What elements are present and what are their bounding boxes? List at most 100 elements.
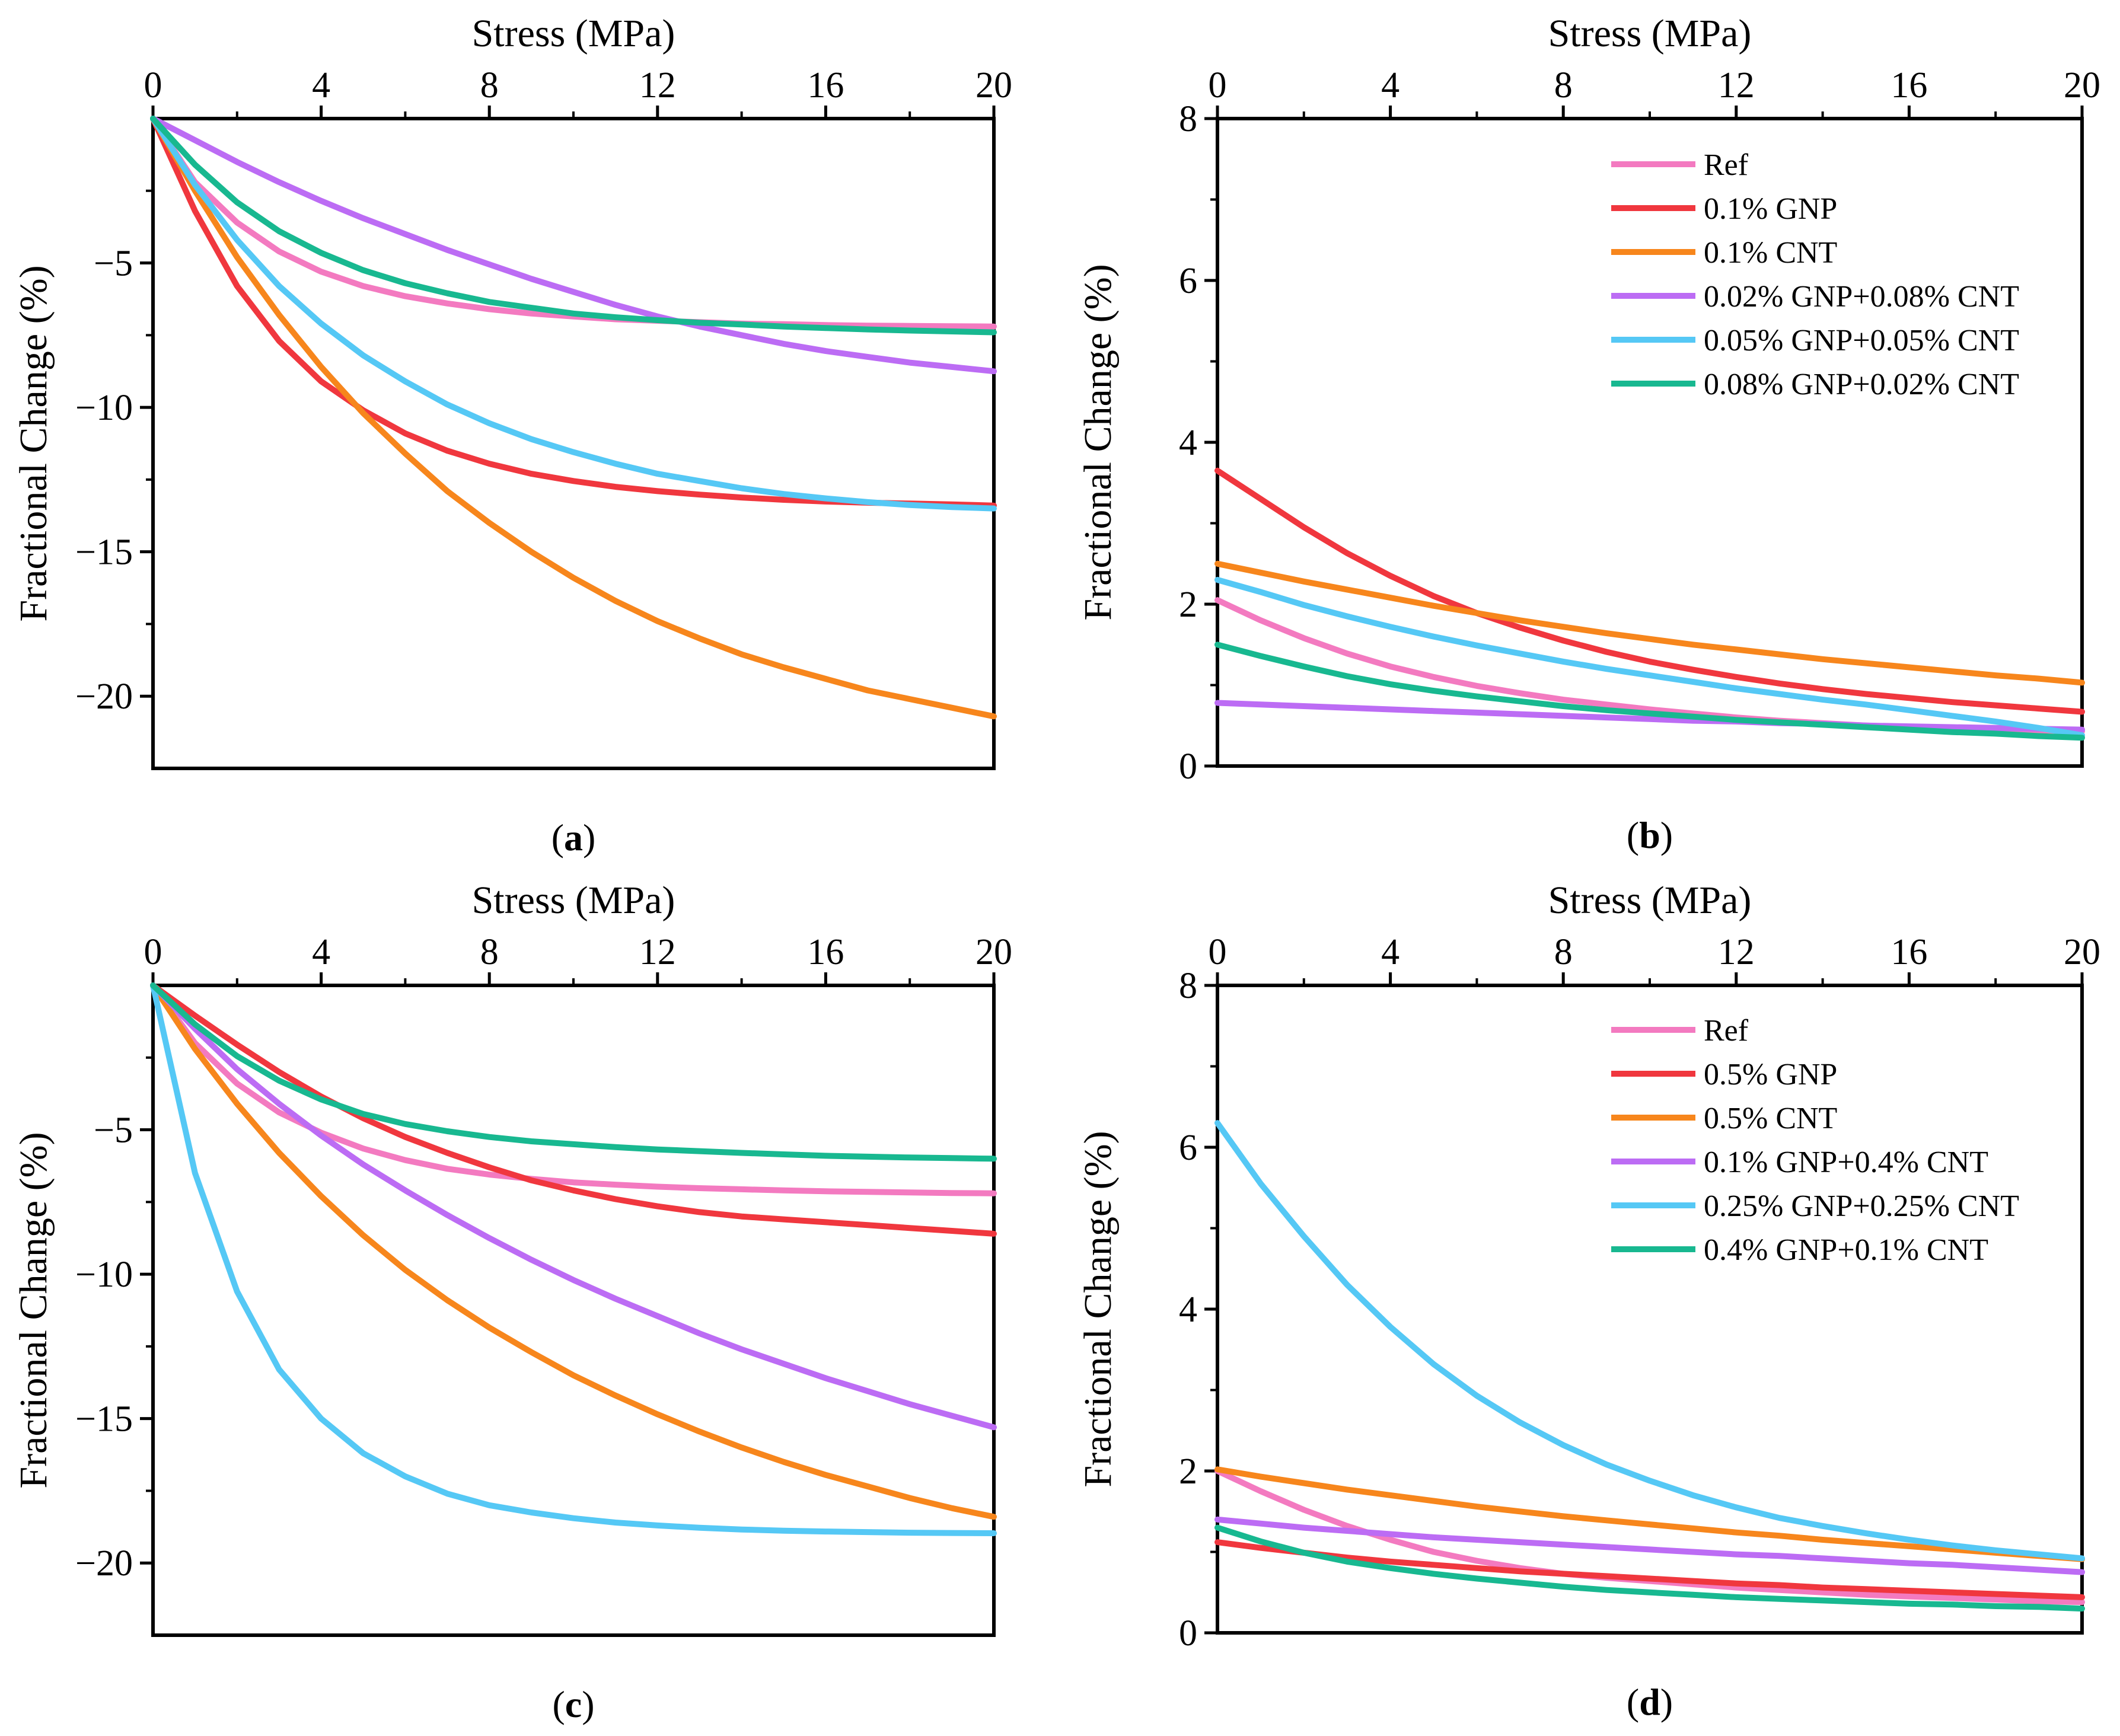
x-tick-label: 12: [1718, 65, 1755, 106]
y-tick-label: −20: [75, 1543, 133, 1584]
legend-label: 0.05% GNP+0.05% CNT: [1704, 324, 2019, 358]
series-line-4: [1214, 1516, 2085, 1575]
legend-label: 0.08% GNP+0.02% CNT: [1704, 368, 2019, 401]
legend-label: 0.25% GNP+0.25% CNT: [1704, 1189, 2019, 1223]
legend: Ref 0.1% GNP 0.1% CNT 0.02% GNP+0.08% CNT 0.…: [1611, 148, 2019, 401]
series-line-4: [150, 982, 997, 1431]
series-line-5: [1214, 577, 2085, 739]
y-axis-title: Fractional Change (%): [1076, 264, 1120, 620]
legend: Ref 0.5% GNP 0.5% CNT 0.1% GNP+0.4% CNT 0.25…: [1611, 1014, 2019, 1267]
legend-label: Ref: [1704, 1014, 1749, 1048]
x-axis-title: Stress (MPa): [1548, 879, 1752, 922]
x-tick-label: 0: [144, 65, 162, 106]
panel-letter: c: [565, 1683, 582, 1725]
x-tick-label: 0: [1209, 932, 1227, 972]
series-line-5: [1214, 1120, 2085, 1562]
chart-panel-b: 0 4 8 12 16 20 0 2 4 6 8 Stress (MPa) Fractional Cha…: [1076, 12, 2100, 856]
y-tick-label: 4: [1179, 1290, 1197, 1330]
x-tick-label: 8: [480, 65, 499, 106]
series-line-5: [150, 116, 997, 512]
legend-label: Ref: [1704, 148, 1749, 182]
panel-letter: b: [1639, 814, 1660, 856]
series-line-3: [1214, 1466, 2085, 1562]
x-tick-label: 16: [1891, 932, 1927, 972]
y-tick-label: 0: [1179, 746, 1197, 787]
x-tick-label: 4: [312, 932, 330, 972]
x-tick-label: 4: [1381, 65, 1399, 106]
legend-label: 0.1% GNP+0.4% CNT: [1704, 1145, 1988, 1179]
x-tick-label: 12: [1718, 932, 1755, 972]
panel-label: (d): [1627, 1681, 1673, 1723]
panel-label: (c): [552, 1683, 594, 1725]
y-tick-label: −5: [94, 244, 133, 284]
x-tick-label: 4: [1381, 932, 1399, 972]
series-line-1: [150, 982, 997, 1196]
series-line-4: [150, 116, 997, 375]
series-line-4: [1214, 700, 2085, 733]
x-tick-label: 20: [975, 932, 1012, 972]
y-tick-label: 6: [1179, 261, 1197, 301]
y-tick-label: 8: [1179, 99, 1197, 139]
y-tick-label: 6: [1179, 1128, 1197, 1168]
legend-label: 0.4% GNP+0.1% CNT: [1704, 1233, 1988, 1267]
x-tick-label: 4: [312, 65, 330, 106]
plot-frame: [151, 117, 996, 770]
y-tick-label: 2: [1179, 585, 1197, 625]
y-tick-label: −5: [94, 1110, 133, 1151]
x-axis-title: Stress (MPa): [472, 879, 675, 922]
series-line-3: [150, 982, 997, 1520]
series-line-5: [150, 982, 997, 1536]
x-axis-title: Stress (MPa): [1548, 12, 1752, 55]
series-line-3: [150, 116, 997, 720]
legend-label: 0.1% CNT: [1704, 236, 1837, 270]
x-tick-label: 16: [1891, 65, 1927, 106]
panel-label: (a): [551, 816, 596, 859]
x-tick-label: 20: [975, 65, 1012, 106]
y-axis-title: Fractional Change (%): [12, 265, 55, 621]
series-line-6: [150, 982, 997, 1162]
panel-letter: d: [1639, 1681, 1660, 1723]
y-axis-title: Fractional Change (%): [12, 1132, 55, 1488]
chart-panel-a: 0 4 8 12 16 20 −5 −10 −15 −20 Stress (MPa) Fraction…: [12, 12, 1012, 859]
legend-label: 0.1% GNP: [1704, 192, 1837, 226]
y-tick-label: −20: [75, 676, 133, 717]
x-tick-label: 0: [1209, 65, 1227, 106]
x-tick-label: 8: [1554, 932, 1573, 972]
y-tick-label: −15: [75, 532, 133, 573]
y-tick-label: 4: [1179, 423, 1197, 463]
y-tick-label: 2: [1179, 1451, 1197, 1492]
y-tick-label: 8: [1179, 966, 1197, 1006]
legend-label: 0.5% GNP: [1704, 1058, 1837, 1092]
y-axis-title: Fractional Change (%): [1076, 1131, 1120, 1487]
series-line-2: [1214, 1539, 2085, 1600]
y-tick-label: −15: [75, 1399, 133, 1440]
chart-panel-c: 0 4 8 12 16 20 −5 −10 −15 −20 Stress (MPa) Fraction…: [12, 879, 1012, 1725]
series-line-2: [1214, 467, 2085, 715]
x-tick-label: 16: [807, 65, 844, 106]
panel-letter: a: [564, 816, 583, 859]
series-line-6: [1214, 642, 2085, 741]
x-tick-label: 20: [2064, 65, 2100, 106]
x-tick-label: 20: [2064, 932, 2100, 972]
y-tick-label: −10: [75, 388, 133, 428]
y-tick-label: −10: [75, 1255, 133, 1295]
y-tick-label: 0: [1179, 1613, 1197, 1654]
series-line-3: [1214, 560, 2085, 686]
x-tick-label: 12: [639, 65, 676, 106]
legend-label: 0.5% CNT: [1704, 1102, 1837, 1135]
x-tick-label: 8: [480, 932, 499, 972]
series-line-6: [1214, 1524, 2085, 1612]
x-axis-title: Stress (MPa): [472, 12, 675, 55]
x-tick-label: 0: [144, 932, 162, 972]
legend-label: 0.02% GNP+0.08% CNT: [1704, 280, 2019, 314]
series-line-6: [150, 116, 997, 336]
chart-panel-d: 0 4 8 12 16 20 0 2 4 6 8 Stress (MPa) Fractional Cha…: [1076, 879, 2100, 1723]
series-line-1: [150, 116, 997, 330]
x-tick-label: 16: [807, 932, 844, 972]
plot-frame: [1216, 984, 2084, 1635]
series-line-2: [150, 982, 997, 1237]
x-tick-label: 12: [639, 932, 676, 972]
x-tick-label: 8: [1554, 65, 1573, 106]
panel-label: (b): [1627, 814, 1673, 856]
